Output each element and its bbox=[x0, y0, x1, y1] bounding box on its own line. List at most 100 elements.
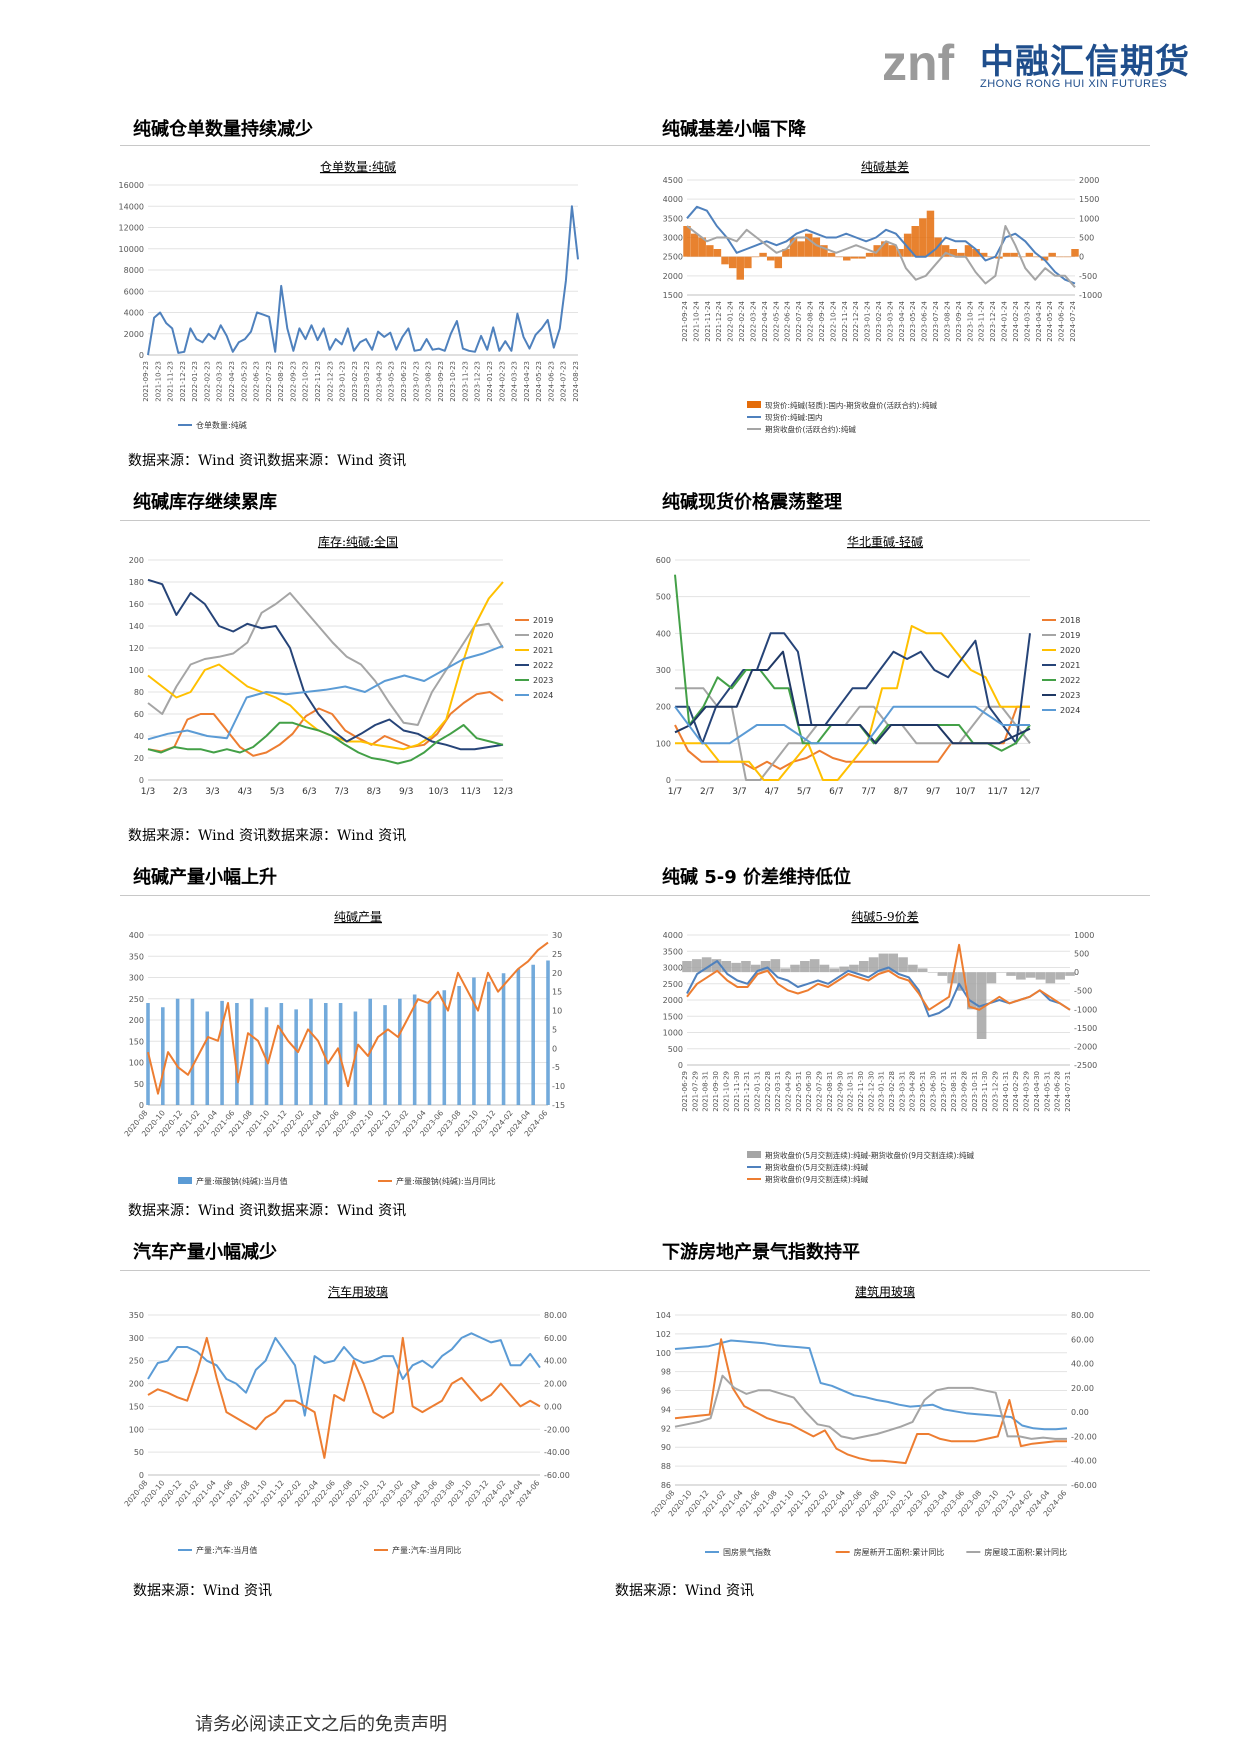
y-tick-label: 2500 bbox=[663, 980, 683, 989]
x-tick-label: 2022-07-29 bbox=[816, 1071, 824, 1112]
x-tick-label: 2022-04-29 bbox=[785, 1071, 793, 1112]
chart-warehouse-receipts: 仓单数量:纯碱 0 2000 4000 6000 8000 10000 12000 14000 1… bbox=[118, 155, 598, 440]
y-tick-label: 500 bbox=[668, 1045, 683, 1054]
y-right-tick-label: -2500 bbox=[1074, 1061, 1097, 1070]
x-tick-label: 2024-07-24 bbox=[1069, 300, 1077, 341]
legend-label: 2023 bbox=[1060, 691, 1080, 700]
x-tick-label: 2023-01-31 bbox=[878, 1071, 886, 1112]
chart-bar bbox=[797, 241, 805, 257]
legend-label: 2018 bbox=[1060, 616, 1080, 625]
y-right-tick-label: 1500 bbox=[1079, 195, 1099, 204]
y-tick-label: 0 bbox=[139, 1471, 144, 1480]
chart-bar bbox=[835, 256, 843, 258]
y-tick-label: 6000 bbox=[124, 287, 144, 296]
y-right-tick-label: 0.00 bbox=[544, 1402, 562, 1411]
y-tick-label: 300 bbox=[656, 666, 671, 675]
y-tick-label: 3500 bbox=[663, 214, 683, 223]
series-line bbox=[686, 943, 1071, 1011]
section-title-basis: 纯碱基差小幅下降 bbox=[662, 119, 806, 140]
disclaimer-footer: 请务必阅读正文之后的免责声明 bbox=[195, 1714, 447, 1735]
chart-bar bbox=[957, 252, 965, 257]
x-tick-label: 2023-09-24 bbox=[955, 300, 963, 341]
chart-bar bbox=[827, 252, 836, 257]
x-tick-label: 2024-03-24 bbox=[1023, 300, 1031, 341]
y-tick-label: 98 bbox=[661, 1368, 671, 1377]
y-right-tick-label: 0.00 bbox=[1071, 1408, 1089, 1417]
x-tick-label: 2023-07-31 bbox=[940, 1071, 948, 1112]
y-tick-label: 180 bbox=[129, 578, 144, 587]
chart-bar bbox=[683, 226, 691, 257]
legend-label: 期货收盘价(活跃合约):纯碱 bbox=[765, 424, 856, 434]
y-tick-label: 16000 bbox=[119, 181, 144, 190]
x-tick-label: 2023-05-24 bbox=[909, 300, 917, 341]
x-tick-label: 2023-02-24 bbox=[875, 300, 883, 341]
x-tick-label: 5/7 bbox=[797, 787, 811, 797]
x-tick-label: 2024-06-23 bbox=[547, 361, 555, 402]
y-right-tick-label: 60.00 bbox=[1071, 1335, 1094, 1344]
y-right-tick-label: 15 bbox=[552, 988, 562, 997]
x-tick-label: 9/7 bbox=[926, 787, 940, 797]
data-source-note: 数据来源：Wind 资讯数据来源：Wind 资讯 bbox=[128, 1203, 407, 1219]
x-tick-label: 1/3 bbox=[141, 787, 155, 797]
legend-label: 仓单数量:纯碱 bbox=[196, 420, 247, 430]
chart-bar bbox=[849, 964, 859, 973]
chart-bar bbox=[190, 998, 195, 1105]
y-tick-label: 0 bbox=[139, 776, 144, 785]
chart-bar bbox=[736, 256, 744, 280]
legend-label: 国房景气指数 bbox=[723, 1547, 771, 1557]
x-tick-label: 10/3 bbox=[428, 787, 448, 797]
x-tick-label: 2023-08-23 bbox=[425, 361, 433, 402]
y-right-tick-label: -5 bbox=[552, 1063, 560, 1072]
chart-bar bbox=[888, 953, 899, 973]
chart-title: 仓单数量:纯碱 bbox=[320, 159, 396, 174]
spot-price-svg: 华北重碱-轻碱 0 100 200 300 400 500 600 1/7 2/7 3/7 4/7 5/… bbox=[656, 535, 1081, 797]
series-line bbox=[674, 650, 1031, 745]
chart-bar bbox=[843, 256, 851, 261]
x-tick-label: 2023-03-24 bbox=[886, 300, 894, 341]
logo-english-name: ZHONG RONG HUI XIN FUTURES bbox=[980, 78, 1168, 90]
x-tick-label: 2023-02-23 bbox=[351, 361, 359, 402]
series-line bbox=[147, 578, 504, 751]
y-tick-label: 200 bbox=[129, 1016, 144, 1025]
x-tick-label: 2023-07-24 bbox=[932, 300, 940, 341]
y-tick-label: 0 bbox=[139, 351, 144, 360]
x-tick-label: 10/7 bbox=[955, 787, 975, 797]
x-tick-label: 3/7 bbox=[732, 787, 746, 797]
chart-bar bbox=[690, 233, 699, 257]
chart-bar bbox=[926, 210, 935, 257]
chart-auto-glass: 汽车用玻璃 0 50 100 150 200 250 300 350 -60.00 -40.00 -2… bbox=[118, 1280, 598, 1565]
chart-bar bbox=[986, 972, 997, 984]
y-tick-label: 2000 bbox=[663, 272, 683, 281]
y-tick-label: 1500 bbox=[663, 1012, 683, 1021]
x-tick-label: 2024-04-23 bbox=[523, 361, 531, 402]
x-tick-label: 2021-09-24 bbox=[681, 300, 689, 341]
y-tick-label: 200 bbox=[656, 703, 671, 712]
y-tick-label: 102 bbox=[656, 1330, 671, 1339]
chart-bar bbox=[774, 256, 783, 269]
y-tick-label: 10000 bbox=[119, 245, 144, 254]
chart-bar bbox=[294, 1009, 298, 1105]
chart-bar bbox=[682, 961, 692, 973]
chart-bar bbox=[516, 969, 521, 1105]
legend-label: 产量:汽车:当月值 bbox=[196, 1545, 257, 1555]
chart-construction-glass: 建筑用玻璃 86 88 90 92 94 96 98 100 102 104 -60.00 -40.00… bbox=[645, 1280, 1125, 1565]
section-title-5-9-spread: 纯碱 5-9 价差维持低位 bbox=[662, 867, 852, 888]
x-tick-label: 2022-08-23 bbox=[277, 361, 285, 402]
chart-bar bbox=[967, 972, 977, 1010]
y-tick-label: 8000 bbox=[124, 266, 144, 275]
chart-bar bbox=[1045, 972, 1056, 984]
y-tick-label: 160 bbox=[129, 600, 144, 609]
y-right-tick-label: 20.00 bbox=[1071, 1384, 1094, 1393]
x-tick-label: 2024-04-24 bbox=[1035, 300, 1043, 341]
legend-label: 2022 bbox=[1060, 676, 1080, 685]
chart-title: 华北重碱-轻碱 bbox=[847, 535, 923, 549]
chart-bar bbox=[721, 256, 729, 265]
x-tick-label: 11/3 bbox=[461, 787, 481, 797]
spread-svg: 纯碱5-9价差 0 500 1000 1500 2000 2500 3000 3500 4000 -… bbox=[663, 910, 1098, 1184]
chart-basis: 纯碱基差 1500 2000 2500 3000 3500 4000 4500 -1000 -50… bbox=[645, 155, 1125, 440]
x-tick-label: 2023-01-23 bbox=[339, 361, 347, 402]
chart-bar bbox=[249, 998, 254, 1105]
chart-bar bbox=[949, 249, 958, 257]
x-tick-label: 2022-03-31 bbox=[774, 1071, 782, 1112]
legend-swatch bbox=[747, 1151, 761, 1158]
